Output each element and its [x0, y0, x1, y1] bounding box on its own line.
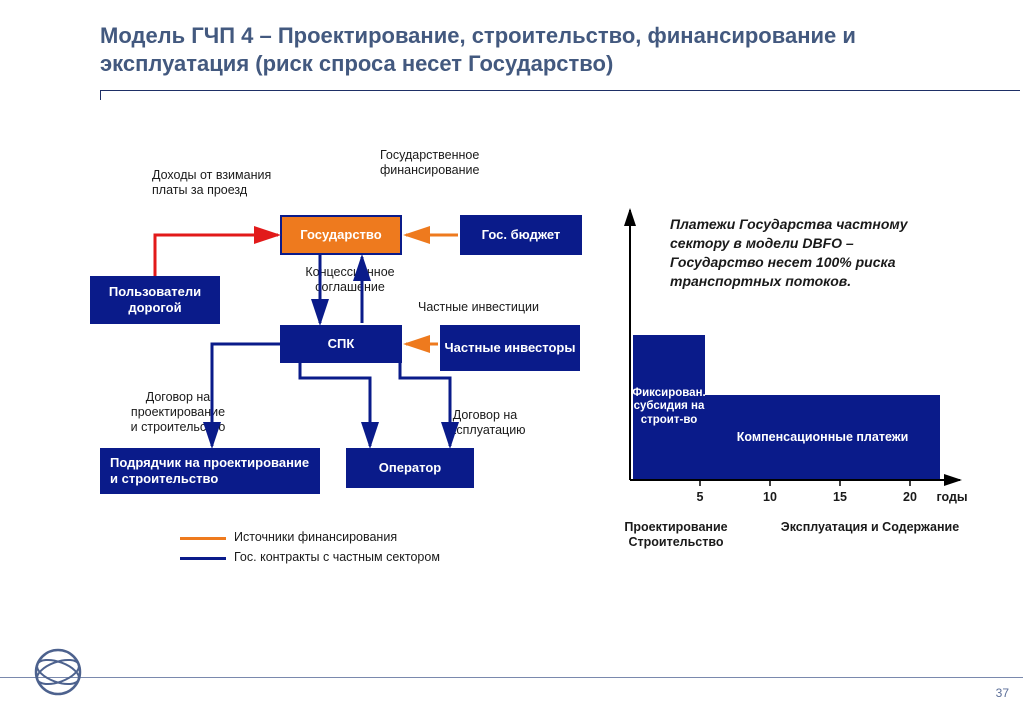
node-operator: Оператор: [346, 448, 474, 488]
node-contractor: Подрядчик на проектирование и строительс…: [100, 448, 320, 494]
footer-rule: [0, 677, 1023, 678]
xtick-20: 20: [900, 490, 920, 505]
phase-left: Проектирование Строительство: [596, 520, 756, 550]
xtick-15: 15: [830, 490, 850, 505]
xtick-5: 5: [692, 490, 708, 505]
legend-swatch-navy: [180, 557, 226, 560]
label-toll-income: Доходы от взимания платы за проезд: [152, 168, 292, 198]
node-state: Государство: [280, 215, 402, 255]
node-budget: Гос. бюджет: [460, 215, 582, 255]
x-axis-label: годы: [932, 490, 972, 505]
label-private-invest: Частные инвестиции: [418, 300, 578, 315]
label-operate-contract: Договор на эксплуатацию: [430, 408, 540, 438]
label-design-build-contract: Договор на проектирование и строительств…: [118, 390, 238, 435]
page-number: 37: [996, 686, 1009, 700]
xtick-10: 10: [760, 490, 780, 505]
node-investors: Частные инвесторы: [440, 325, 580, 371]
legend-swatch-orange: [180, 537, 226, 540]
phase-right: Эксплуатация и Содержание: [760, 520, 980, 535]
legend-financing-sources: Источники финансирования: [234, 530, 494, 545]
label-state-financing: Государственное финансирование: [380, 148, 520, 178]
chart-caption: Платежи Государства частному сектору в м…: [670, 215, 950, 291]
chart-bar-payments: Компенсационные платежи: [705, 395, 940, 479]
chart-bar-subsidy: Фиксирован. субсидия на строит-во: [633, 335, 705, 479]
node-users: Пользователи дорогой: [90, 276, 220, 324]
node-spk: СПК: [280, 325, 402, 363]
title-rule: [100, 90, 1020, 91]
legend-state-contracts: Гос. контракты с частным сектором: [234, 550, 534, 565]
title-rule-vert: [100, 90, 101, 100]
logo-icon: [30, 644, 86, 700]
label-concession: Концессионное соглашение: [280, 265, 420, 295]
slide-title: Модель ГЧП 4 – Проектирование, строитель…: [100, 22, 940, 77]
